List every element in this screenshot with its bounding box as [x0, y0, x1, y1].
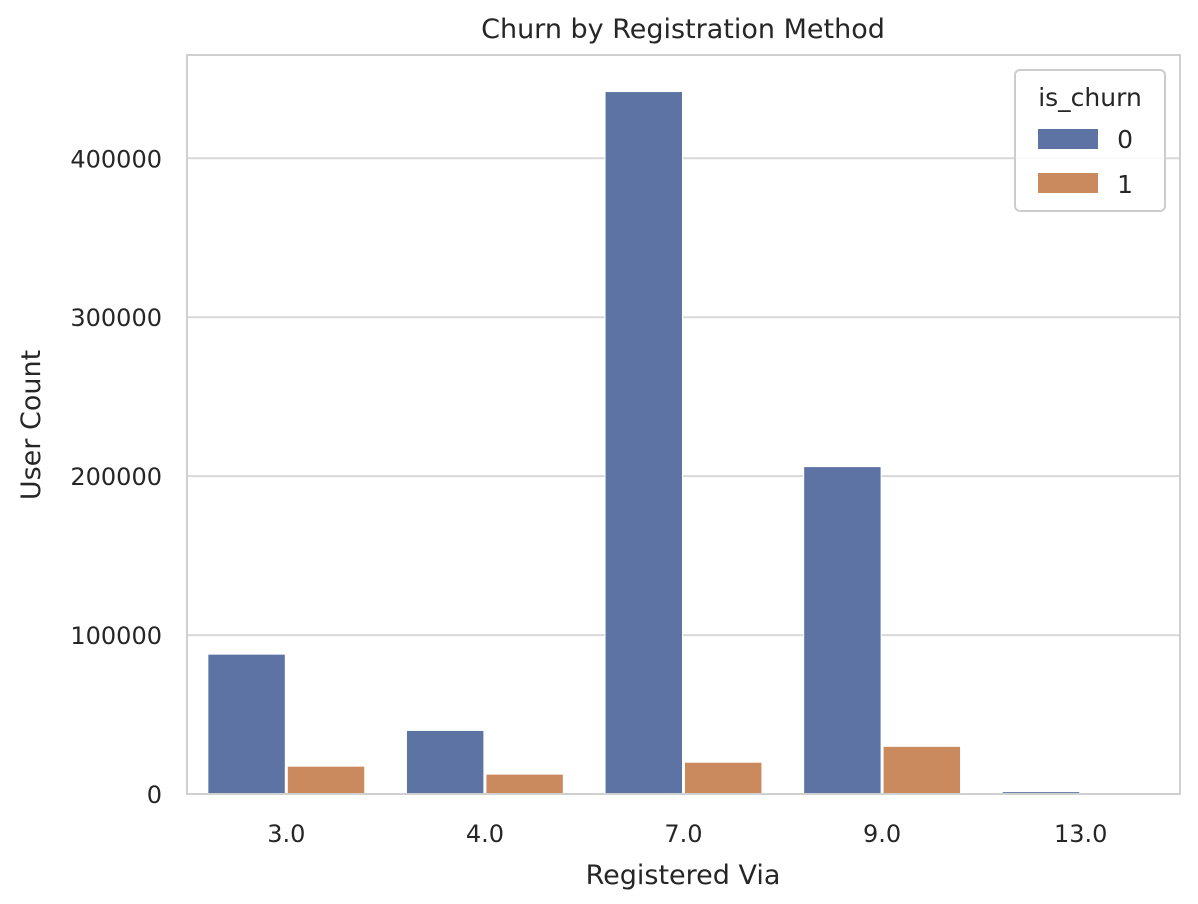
bar-churn-0-via-9.0	[803, 466, 882, 795]
y-tick-label: 0	[147, 781, 162, 809]
x-tick-label: 7.0	[664, 820, 702, 848]
bar-churn-1-via-7.0	[684, 761, 763, 795]
x-tick-label: 13.0	[1054, 820, 1107, 848]
gridlines	[187, 157, 1180, 637]
x-tick-label: 4.0	[466, 820, 504, 848]
legend: is_churn 0 1	[1014, 69, 1166, 212]
y-tick-label: 200000	[70, 463, 162, 491]
chart-title: Churn by Registration Method	[481, 14, 885, 45]
y-tick-label: 100000	[70, 622, 162, 650]
y-tick-label: 400000	[70, 145, 162, 173]
legend-swatch-churn-1	[1038, 173, 1098, 193]
bar-churn-0-via-3.0	[207, 653, 286, 795]
x-tick-labels: 3.0 4.0 7.0 9.0 13.0	[267, 820, 1107, 848]
plot-frame	[186, 54, 1181, 795]
x-axis-title: Registered Via	[586, 860, 781, 891]
legend-title: is_churn	[1038, 83, 1142, 112]
y-axis-title: User Count	[16, 350, 47, 500]
bar-churn-1-via-3.0	[286, 765, 366, 795]
legend-label-churn-1: 1	[1117, 170, 1133, 199]
bar-churn-0-via-7.0	[604, 91, 683, 795]
bar-churn-1-via-4.0	[485, 773, 564, 795]
x-tick-label: 3.0	[267, 820, 305, 848]
x-tick-label: 9.0	[863, 820, 901, 848]
legend-label-churn-0: 0	[1117, 125, 1133, 154]
legend-swatch-churn-0	[1038, 129, 1098, 149]
y-tick-labels: 0 100000 200000 300000 400000	[70, 145, 162, 809]
bars	[207, 91, 1160, 795]
bar-churn-0-via-4.0	[405, 729, 485, 795]
bar-churn-1-via-9.0	[882, 745, 962, 795]
y-tick-label: 300000	[70, 304, 162, 332]
